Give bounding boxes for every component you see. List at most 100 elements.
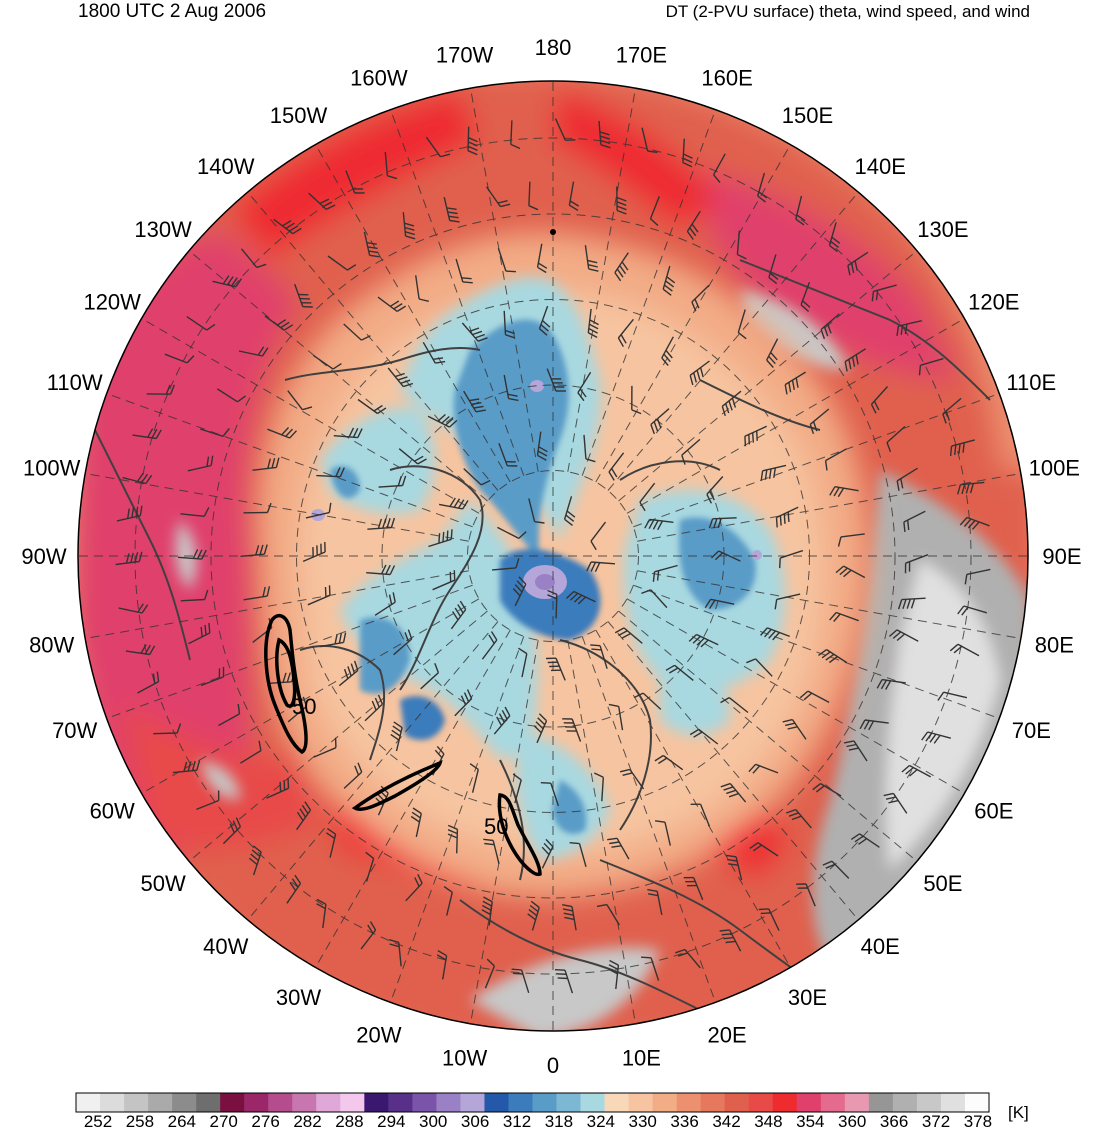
wind-barb <box>333 427 363 439</box>
colorbar-swatch <box>628 1093 653 1112</box>
wind-barb <box>737 309 747 340</box>
wind-barb <box>367 517 396 530</box>
wind-barb <box>343 323 371 341</box>
longitude-label: 70W <box>52 718 97 743</box>
wind-barb <box>681 438 701 465</box>
colorbar-tick-label: 270 <box>210 1112 238 1131</box>
longitude-label: 10E <box>622 1045 661 1070</box>
wind-barb <box>774 593 801 610</box>
wind-barb <box>921 731 951 744</box>
longitude-label: 40E <box>861 934 900 959</box>
colorbar-tick-label: 366 <box>880 1112 908 1131</box>
wind-barb <box>800 282 811 313</box>
colorbar-swatch <box>388 1093 413 1112</box>
wind-barb <box>690 803 711 827</box>
wind-barb <box>689 360 710 386</box>
wind-barb <box>240 248 267 269</box>
wind-barb <box>308 192 336 211</box>
wind-barb <box>432 570 456 591</box>
valid-time-label: 1800 UTC 2 Aug 2006 <box>78 1 267 22</box>
colorbar-swatch <box>772 1093 798 1112</box>
wind-barb <box>812 783 842 797</box>
wind-barb <box>266 778 290 799</box>
wind-barb <box>180 507 210 517</box>
colorbar-tick-label: 330 <box>629 1112 657 1131</box>
wind-barb <box>240 740 262 764</box>
wind-barb <box>708 517 737 529</box>
wind-barb <box>180 589 209 602</box>
wind-barb <box>590 521 607 551</box>
colorbar-swatch <box>244 1093 269 1112</box>
wind-barb <box>153 723 182 735</box>
wind-barb <box>758 908 780 931</box>
wind-barb <box>888 629 919 642</box>
longitude-label: 20W <box>356 1022 401 1047</box>
wind-barb <box>498 443 518 467</box>
wind-barb <box>859 719 889 731</box>
colorbar-boxes <box>75 1092 990 1113</box>
wind-barb <box>886 425 906 453</box>
wind-barb <box>583 434 596 463</box>
longitude-label: 110W <box>47 370 103 395</box>
wind-barb <box>547 589 558 619</box>
wind-barb <box>540 782 560 807</box>
wind-barb <box>415 275 429 302</box>
longitude-label: 130E <box>917 217 968 242</box>
colorbar-swatch <box>340 1093 365 1112</box>
colorbar-tick-label: 318 <box>545 1112 573 1131</box>
cold-pool-cores <box>311 380 762 599</box>
wind-barb <box>454 689 473 717</box>
colorbar-swatch <box>316 1093 341 1112</box>
wind-barb <box>222 817 242 845</box>
colorbar-swatch <box>844 1093 870 1112</box>
wind-barb <box>125 644 156 656</box>
wind-barb <box>847 251 869 276</box>
wind-barb <box>850 833 880 848</box>
wind-barb <box>384 151 398 180</box>
colorbar-tick-label: 294 <box>377 1112 405 1131</box>
wind-barb <box>287 390 313 411</box>
wind-barbs <box>115 118 991 994</box>
wind-barb <box>590 644 608 669</box>
wind-barb <box>617 318 634 348</box>
wind-barb <box>146 384 176 395</box>
wind-barb <box>503 310 516 339</box>
wind-barb <box>711 550 741 562</box>
wind-barb <box>533 713 548 744</box>
wind-barb <box>779 549 804 569</box>
wind-barb <box>655 820 671 846</box>
wind-barb <box>749 842 779 857</box>
wind-barb <box>365 851 375 882</box>
wind-barb <box>402 212 416 240</box>
colorbar-swatch <box>124 1093 149 1112</box>
colorbar-swatch <box>892 1093 918 1112</box>
colorbar-tick-label: 312 <box>503 1112 531 1131</box>
longitude-label: 90E <box>1042 544 1081 569</box>
wind-barb <box>785 808 812 829</box>
wind-barb <box>633 692 662 710</box>
wind-barb <box>768 254 779 285</box>
longitude-label: 60W <box>90 799 135 824</box>
longitude-label: 30E <box>788 985 827 1010</box>
wind-barb <box>240 544 268 557</box>
wind-barb <box>897 597 926 610</box>
wind-barb <box>720 782 747 803</box>
colorbar-swatch <box>100 1093 125 1112</box>
wind-barb <box>512 773 522 804</box>
wind-barb <box>843 740 868 762</box>
longitude-label: 140E <box>855 154 906 179</box>
colorbar-swatch <box>700 1093 726 1112</box>
wind-barb <box>357 398 387 415</box>
longitude-label: 170E <box>616 43 667 68</box>
longitude-label: 150W <box>270 103 328 128</box>
wind-barb <box>835 565 866 579</box>
wind-barb <box>766 338 779 368</box>
colorbar-swatch <box>484 1093 509 1112</box>
longitude-label: 10W <box>442 1045 487 1070</box>
wind-barb <box>661 336 674 366</box>
longitude-label: 80W <box>29 632 74 657</box>
wind-barb <box>654 754 684 771</box>
wind-barb <box>870 386 889 414</box>
wind-barb <box>463 390 486 413</box>
wind-barb <box>784 371 806 395</box>
